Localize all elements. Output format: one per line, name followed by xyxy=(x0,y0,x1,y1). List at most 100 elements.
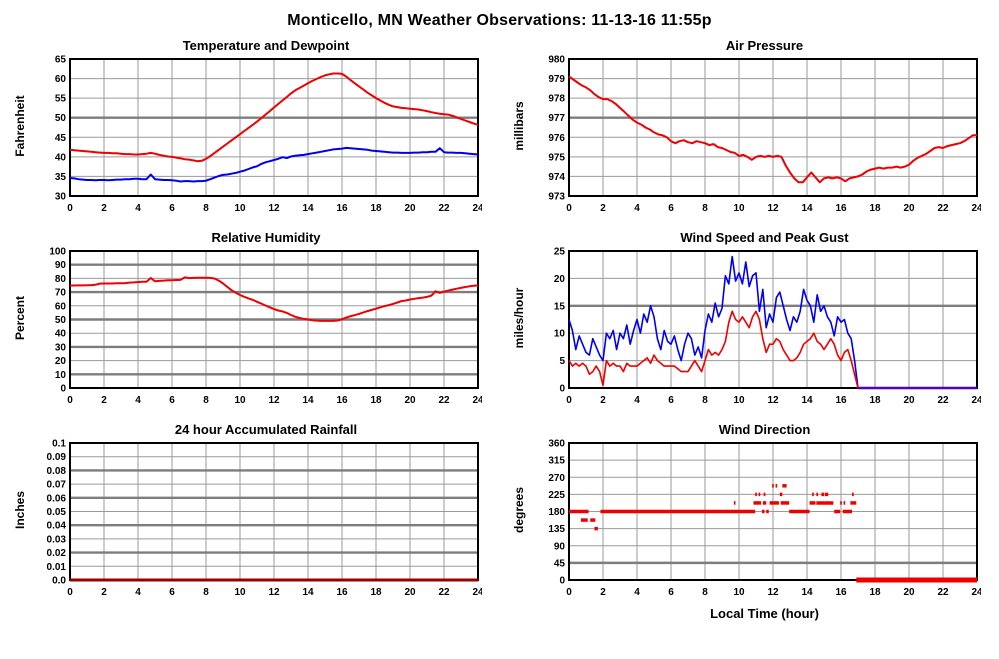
chart-title: Wind Speed and Peak Gust xyxy=(680,230,849,245)
series-humidity xyxy=(70,276,479,322)
series-dewpoint xyxy=(69,146,479,183)
gridlines xyxy=(568,251,977,388)
y-tick-label: 5 xyxy=(559,356,565,367)
chart-row: degrees 0 2 4 6 8 10 12 14 16 18 20 22 24 0 45 90 135 180… xyxy=(509,438,981,606)
x-tick-label: 12 xyxy=(767,395,779,406)
y-tick-label: 45 xyxy=(553,558,565,569)
x-tick-label: 2 xyxy=(101,203,107,214)
x-tick-label: 6 xyxy=(169,203,175,214)
x-tick-label: 22 xyxy=(438,203,450,214)
x-tick-label: 4 xyxy=(135,203,141,214)
x-tick-label: 16 xyxy=(336,587,348,598)
relative-humidity-chart: Relative Humidity Percent 0 2 4 6 8 10 12 14 16 1… xyxy=(10,228,482,414)
y-tick-label: 90 xyxy=(553,541,565,552)
y-tick-label: 270 xyxy=(548,473,565,484)
relative-humidity-plot: 0 2 4 6 8 10 12 14 16 18 20 22 240102030405060708090… xyxy=(49,247,482,407)
x-tick-label: 22 xyxy=(937,203,949,214)
y-tick-label: 15 xyxy=(553,301,565,312)
x-tick-label: 8 xyxy=(702,587,708,598)
x-tick-label: 20 xyxy=(903,587,915,598)
y-tick-label: 0.08 xyxy=(47,466,67,477)
chart-row: miles/hour 0 2 4 6 8 10 12 14 16 18 20 22 24 0 5 10 15 20… xyxy=(509,246,981,414)
chart-title: 24 hour Accumulated Rainfall xyxy=(174,422,358,437)
air-pressure-plot: 0 2 4 6 8 10 12 14 16 18 20 22 249739749759769779789… xyxy=(548,55,981,215)
x-tick-label: 8 xyxy=(203,587,209,598)
chart-title: Air Pressure xyxy=(725,38,804,53)
y-axis-label: Percent xyxy=(13,296,27,341)
chart-row: millibars 0 2 4 6 8 10 12 14 16 18 20 22 24 973 974 975… xyxy=(509,54,981,222)
x-tick-label: 4 xyxy=(135,587,141,598)
x-tick-label: 16 xyxy=(336,203,348,214)
y-axis-label: miles/hour xyxy=(511,287,526,349)
y-axis-label: Fahrenheit xyxy=(13,95,27,157)
x-tick-label: 16 xyxy=(835,395,847,406)
x-tick-label: 14 xyxy=(801,587,813,598)
chart-title: Temperature and Dewpoint xyxy=(182,38,350,53)
y-tick-label: 0 xyxy=(60,384,66,395)
x-tick-label: 18 xyxy=(370,587,382,598)
y-tick-label: 0.02 xyxy=(47,548,67,559)
x-tick-label: 20 xyxy=(903,395,915,406)
y-tick-label: 20 xyxy=(553,274,565,285)
x-tick-label: 18 xyxy=(370,203,382,214)
y-tick-label: 10 xyxy=(55,370,67,381)
x-tick-label: 22 xyxy=(438,587,450,598)
x-tick-label: 22 xyxy=(937,395,949,406)
y-tick-label: 0 xyxy=(559,384,565,395)
gridlines xyxy=(70,251,478,388)
x-tick-label: 20 xyxy=(404,203,416,214)
x-tick-label: 0 xyxy=(566,587,572,598)
x-tick-label: 10 xyxy=(234,395,246,406)
x-tick-label: 6 xyxy=(169,395,175,406)
y-tick-label: 10 xyxy=(553,329,565,340)
y-axis-label: millibars xyxy=(511,101,526,151)
wind-direction-plot: 0 2 4 6 8 10 12 14 16 18 20 22 240459013518022527031… xyxy=(548,439,981,599)
y-tick-label: 60 xyxy=(55,301,67,312)
x-tick-label: 24 xyxy=(971,587,981,598)
x-tick-label: 6 xyxy=(668,203,674,214)
x-tick-label: 2 xyxy=(600,203,606,214)
y-tick-label: 979 xyxy=(548,74,565,85)
x-tick-label: 24 xyxy=(971,395,981,406)
y-tick-label: 0.1 xyxy=(52,439,66,450)
chart-title: Wind Direction xyxy=(718,422,811,437)
y-axis-label: degrees xyxy=(511,487,526,534)
y-tick-label: 90 xyxy=(55,260,67,271)
gridlines xyxy=(70,59,478,196)
y-tick-label: 974 xyxy=(548,172,565,183)
y-tick-label: 30 xyxy=(55,192,67,203)
gridlines xyxy=(70,443,478,580)
x-tick-label: 8 xyxy=(203,203,209,214)
x-tick-label: 18 xyxy=(869,395,881,406)
tick-labels: 0 2 4 6 8 10 12 14 16 18 20 22 240459013518022527031… xyxy=(548,439,981,599)
x-tick-label: 10 xyxy=(234,587,246,598)
series-pressure xyxy=(567,75,977,184)
y-tick-label: 65 xyxy=(55,55,67,66)
x-tick-label: 2 xyxy=(600,587,606,598)
x-tick-label: 6 xyxy=(169,587,175,598)
x-tick-label: 14 xyxy=(302,587,314,598)
x-tick-label: 4 xyxy=(634,395,640,406)
y-axis-label: Inches xyxy=(13,491,27,530)
y-tick-label: 70 xyxy=(55,288,67,299)
x-tick-label: 10 xyxy=(733,587,745,598)
x-tick-label: 4 xyxy=(135,395,141,406)
series-temperature xyxy=(69,72,479,163)
page-title: Monticello, MN Weather Observations: 11-… xyxy=(287,12,712,29)
x-tick-label: 20 xyxy=(903,203,915,214)
y-tick-label: 30 xyxy=(55,342,67,353)
x-tick-label: 8 xyxy=(702,203,708,214)
x-tick-label: 22 xyxy=(438,395,450,406)
x-tick-label: 0 xyxy=(67,395,73,406)
x-tick-label: 12 xyxy=(268,587,280,598)
y-tick-label: 975 xyxy=(548,152,565,163)
x-tick-label: 18 xyxy=(869,203,881,214)
x-tick-label: 2 xyxy=(101,587,107,598)
x-tick-label: 24 xyxy=(472,203,482,214)
y-tick-label: 40 xyxy=(55,152,67,163)
x-tick-label: 0 xyxy=(67,203,73,214)
x-tick-label: 2 xyxy=(101,395,107,406)
